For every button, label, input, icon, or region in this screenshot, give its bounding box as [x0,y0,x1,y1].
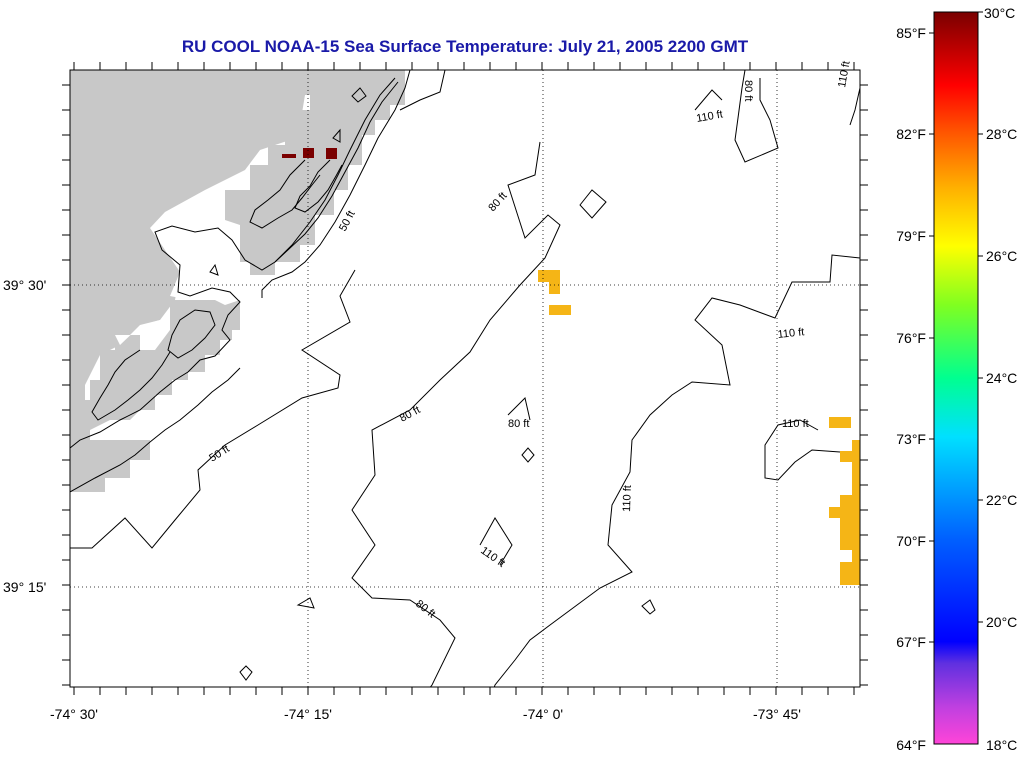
land-region-south [70,288,240,440]
coastline [167,309,216,359]
colorbar-f-label: 73°F [896,431,926,447]
colorbar-f-label: 85°F [896,25,926,41]
x-tick-label: -73° 45' [753,706,801,722]
contour-small [239,665,253,681]
contour-80ft [579,189,607,219]
contour-80ft [399,70,446,111]
contour-80ft [507,397,531,421]
colorbar [933,11,979,745]
colorbar-f-label: 70°F [896,533,926,549]
coastline [274,81,399,263]
coastline [70,77,396,449]
coastline [70,367,241,493]
plot-frame [69,69,861,688]
colorbar-f-label: 64°F [896,737,926,753]
bay [115,320,170,350]
contour-label: 110 ft [836,60,852,88]
contour-label: 110 ft [777,326,805,341]
map-plot-area [70,70,860,687]
colorbar-c-label: 24°C [986,370,1017,386]
contour-110ft [479,517,513,566]
contour-small [296,597,315,609]
x-tick-label: -74° 0' [523,706,563,722]
contour-80ft [521,447,535,463]
colorbar-c-label: 22°C [986,492,1017,508]
y-tick-label: 39° 30' [3,277,46,293]
contour-110ft [493,254,860,687]
sst-pixels-warm [538,270,860,585]
x-axis-labels: -74° 30' -74° 15' -74° 0' -73° 45' [50,706,801,722]
contour-label: 80 ft [413,598,437,621]
colorbar-c-label: 28°C [986,126,1017,142]
contour-label: 80 ft [508,418,529,430]
colorbar-f-labels: 85°F 82°F 79°F 76°F 73°F 70°F 67°F 64°F [896,25,926,753]
contour-label: 110 ft [695,108,723,124]
contour-label: 80 ft [398,404,423,425]
contour-50ft [261,70,411,298]
colorbar-c-label: 30°C [984,5,1015,21]
colorbar-c-label: 26°C [986,248,1017,264]
land-region [70,70,405,440]
contour-label: 110 ft [478,545,507,570]
x-tick-label: -74° 15' [284,706,332,722]
colorbar-f-label: 67°F [896,634,926,650]
colorbar-c-label: 18°C [986,737,1017,753]
map-title: RU COOL NOAA-15 Sea Surface Temperature:… [181,37,749,56]
coastline [249,159,321,229]
colorbar-f-label: 76°F [896,330,926,346]
colorbar-f-label: 79°F [896,228,926,244]
contour-110ft [694,89,723,111]
colorbar-c-labels: 30°C 28°C 26°C 24°C 22°C 20°C 18°C [984,5,1017,753]
bay [158,220,250,305]
contour-label: 80 ft [486,190,509,214]
contour-label: 80 ft [742,80,754,101]
y-axis-labels: 39° 30' 39° 15' [3,277,46,595]
land-region-tip [70,440,150,492]
y-tick-label: 39° 15' [3,579,46,595]
colorbar-c-label: 20°C [986,614,1017,630]
gridlines [70,70,860,687]
contour-label: 110 ft [782,418,809,430]
contour-small [641,599,656,615]
x-tick-label: -74° 30' [50,706,98,722]
contour-label: 110 ft [621,485,634,512]
coastline [294,159,343,213]
contour-110ft [849,87,860,126]
colorbar-f-label: 82°F [896,126,926,142]
sst-pixels-hot [282,148,337,159]
contour-label: 50 ft [207,443,232,465]
contour-110ft [764,419,841,481]
contour-50ft-south [70,269,356,549]
colorbar-ticks [929,11,983,643]
contour-80ft [351,141,561,687]
coastline [209,87,367,276]
frame-ticks [62,62,868,695]
contour-110ft [734,70,779,163]
coastline [91,349,171,421]
